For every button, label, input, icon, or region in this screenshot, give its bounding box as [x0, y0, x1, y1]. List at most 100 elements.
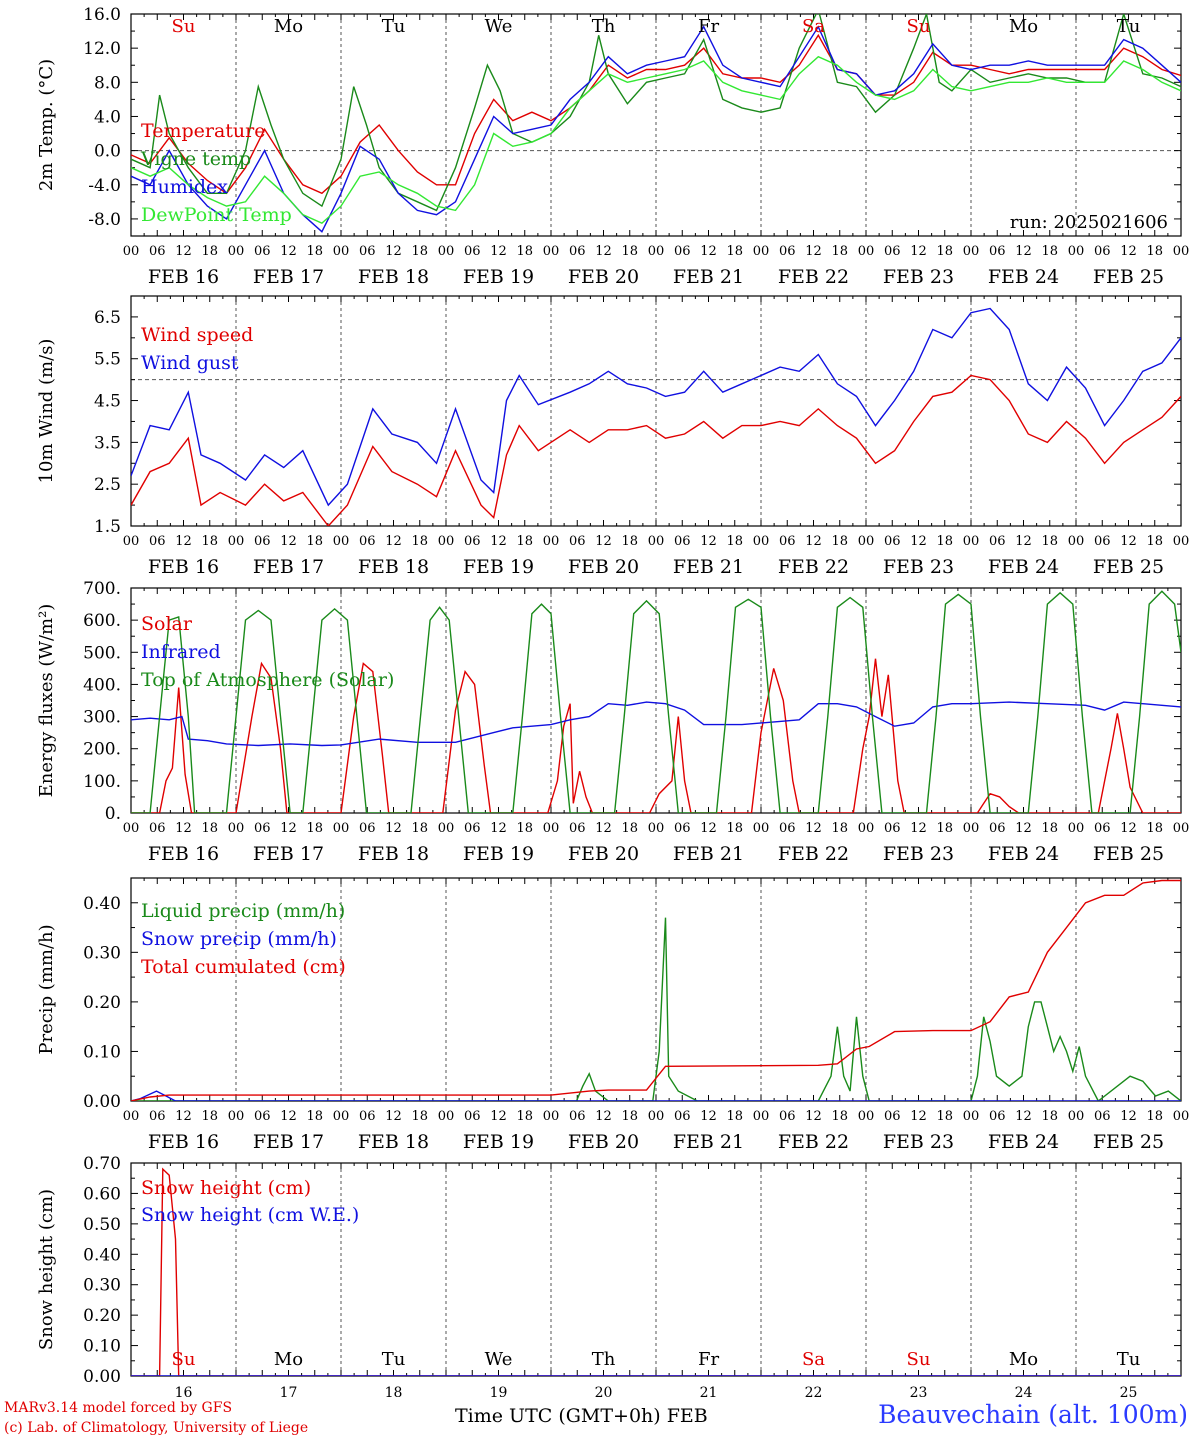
y-tick-label: 0.40 [83, 894, 121, 914]
y-tick-label: 100. [83, 772, 121, 792]
y-tick-label: 400. [83, 675, 121, 695]
day-number: 19 [490, 1385, 508, 1400]
y-tick-label: 6.5 [94, 308, 121, 328]
hour-tick-label: 06 [884, 821, 901, 836]
legend-entry: Vigne temp [140, 148, 251, 170]
hour-tick-label: 00 [648, 1109, 665, 1124]
hour-tick-label: 12 [490, 534, 507, 549]
hour-tick-label: 18 [726, 534, 743, 549]
date-label: FEB 22 [778, 843, 849, 865]
hour-tick-label: 12 [910, 821, 927, 836]
date-label: FEB 20 [568, 556, 639, 578]
meteogram: 16.0 12.0 8.0 4.0 0.0 -4.0 -8.0 2m Temp. (°C) Te… [36, 5, 1189, 1400]
date-label: FEB 25 [1093, 556, 1164, 578]
hour-tick-label: 18 [201, 821, 218, 836]
hour-tick-label: 18 [621, 1109, 638, 1124]
legend-entry: Temperature [141, 120, 265, 142]
date-label: FEB 20 [568, 843, 639, 865]
date-label: FEB 19 [463, 843, 534, 865]
date-label: FEB 20 [568, 266, 639, 288]
hour-tick-label: 06 [359, 821, 376, 836]
y-tick-label: 0.70 [83, 1154, 121, 1174]
day-name: Mo [1009, 1349, 1038, 1370]
day-name: Su [907, 1349, 931, 1370]
hour-tick-label: 18 [726, 244, 743, 259]
hour-tick-label: 00 [858, 244, 875, 259]
hour-tick-label: 18 [936, 534, 953, 549]
y-tick-label: 0.40 [83, 1245, 121, 1265]
hour-tick-label: 12 [385, 821, 402, 836]
hour-tick-label: 00 [228, 1109, 245, 1124]
hour-tick-label: 06 [464, 1109, 481, 1124]
station-name: Beauvechain (alt. 100m) [878, 1400, 1188, 1429]
hour-tick-label: 06 [1094, 244, 1111, 259]
y-tick-label: -8.0 [88, 210, 121, 230]
hour-tick-label: 06 [254, 534, 271, 549]
date-label: FEB 19 [463, 556, 534, 578]
day-number: 23 [910, 1385, 928, 1400]
hour-tick-label: 00 [648, 821, 665, 836]
panel-snow: 0.70 0.60 0.50 0.40 0.30 0.20 0.10 0.00 Snow hei… [36, 1154, 1182, 1400]
hour-tick-label: 18 [201, 534, 218, 549]
hour-tick-label: 12 [595, 1109, 612, 1124]
hour-tick-label: 18 [201, 244, 218, 259]
hour-tick-label: 18 [306, 534, 323, 549]
hour-tick-label: 18 [621, 534, 638, 549]
y-axis-label: Precip (mm/h) [36, 924, 57, 1054]
hour-tick-label: 12 [1015, 821, 1032, 836]
hour-tick-label: 06 [569, 244, 586, 259]
hour-tick-label: 18 [1041, 244, 1058, 259]
hour-tick-label: 12 [1120, 821, 1137, 836]
day-name: We [485, 1349, 513, 1370]
date-label: FEB 24 [988, 266, 1059, 288]
hour-tick-label: 12 [385, 244, 402, 259]
date-label: FEB 23 [883, 843, 954, 865]
hour-tick-label: 18 [831, 1109, 848, 1124]
hour-tick-label: 06 [884, 534, 901, 549]
y-tick-label: 4.0 [94, 107, 121, 127]
date-label: FEB 23 [883, 556, 954, 578]
series-line-top-of-atmosphere-solar [131, 590, 1181, 813]
series-line-wind-gust [131, 307, 1181, 507]
hour-tick-label: 18 [1146, 821, 1163, 836]
legend-entry: Snow height (cm W.E.) [141, 1204, 359, 1226]
y-tick-label: 0.20 [83, 993, 121, 1013]
series-line-solar [131, 658, 1181, 813]
y-axis-label: 10m Wind (m/s) [36, 339, 57, 484]
date-label: FEB 25 [1093, 843, 1164, 865]
hour-tick-label: 00 [648, 244, 665, 259]
hour-tick-label: 12 [175, 1109, 192, 1124]
hour-tick-label: 12 [1120, 1109, 1137, 1124]
hour-tick-label: 06 [1094, 1109, 1111, 1124]
plot-frame [130, 587, 1182, 814]
day-number: 18 [385, 1385, 403, 1400]
hour-tick-label: 06 [149, 1109, 166, 1124]
hour-tick-label: 12 [280, 534, 297, 549]
hour-tick-label: 12 [910, 534, 927, 549]
y-axis-label: 2m Temp. (°C) [36, 59, 57, 191]
y-tick-label: 300. [83, 708, 121, 728]
hour-tick-label: 00 [858, 534, 875, 549]
hour-tick-label: 18 [936, 1109, 953, 1124]
hour-tick-label: 12 [700, 1109, 717, 1124]
hour-tick-label: 18 [1041, 821, 1058, 836]
series-line-liquid-precip-mm-h [131, 917, 1181, 1101]
y-tick-label: 0.10 [83, 1337, 121, 1357]
date-label: FEB 24 [988, 556, 1059, 578]
model-credit: MARv3.14 model forced by GFS [4, 1400, 233, 1416]
date-label: FEB 24 [988, 1131, 1059, 1153]
legend-entry: Solar [141, 613, 193, 635]
hour-tick-label: 18 [1146, 534, 1163, 549]
date-label: FEB 21 [673, 556, 744, 578]
y-tick-label: 4.5 [94, 392, 121, 412]
hour-tick-label: 00 [753, 1109, 770, 1124]
y-tick-label: 200. [83, 740, 121, 760]
y-tick-label: 700. [83, 579, 121, 599]
hour-tick-label: 00 [648, 534, 665, 549]
day-number: 21 [700, 1385, 718, 1400]
hour-tick-label: 00 [543, 534, 560, 549]
day-number: 24 [1015, 1385, 1033, 1400]
day-name: Fr [698, 16, 719, 37]
hour-tick-label: 00 [963, 244, 980, 259]
run-label: run: 2025021606 [1010, 212, 1168, 233]
